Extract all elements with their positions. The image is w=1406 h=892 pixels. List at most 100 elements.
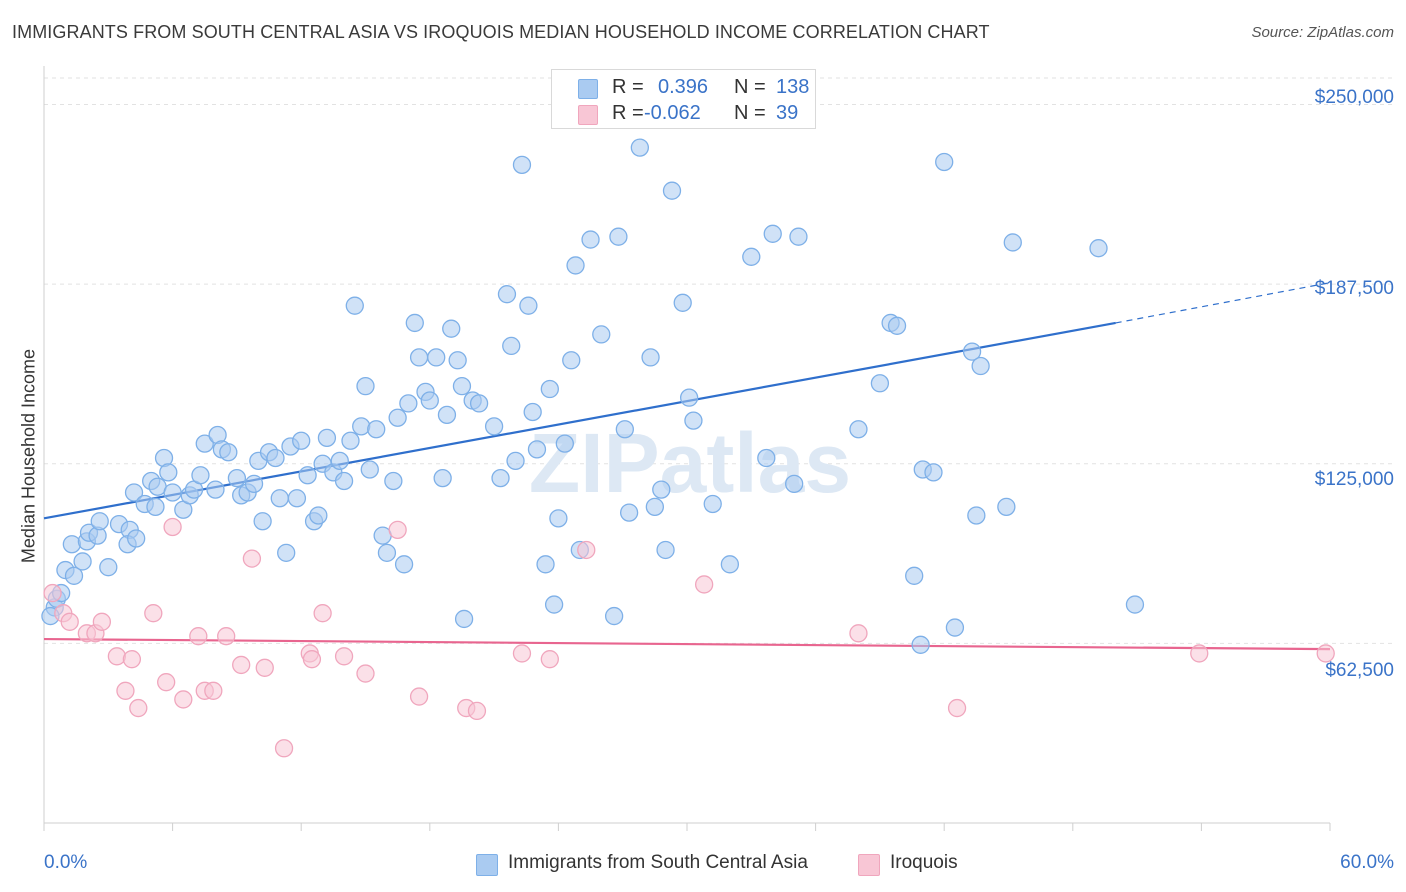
- data-point-pink: [313, 604, 332, 623]
- legend-r-label: R =: [612, 102, 644, 124]
- data-point-blue: [997, 497, 1016, 517]
- data-point-pink: [1316, 644, 1335, 663]
- data-point-blue: [219, 443, 238, 462]
- data-point-pink: [122, 650, 142, 669]
- data-point-blue: [448, 351, 467, 370]
- data-point-blue: [298, 466, 317, 485]
- legend-n-label: N =: [734, 102, 766, 124]
- correlation-legend: R = 0.396 N = 138 R = -0.062 N = 39: [551, 69, 816, 129]
- data-point-blue: [409, 348, 429, 367]
- data-point-blue: [253, 512, 272, 531]
- data-point-blue: [549, 509, 568, 528]
- data-point-blue: [334, 471, 354, 491]
- data-point-blue: [356, 376, 375, 396]
- data-point-blue: [656, 540, 675, 560]
- data-point-blue: [345, 296, 364, 315]
- trend-line-pink: [43, 637, 1331, 651]
- data-point-pink: [512, 644, 532, 663]
- data-point-blue: [64, 566, 84, 585]
- data-point-blue: [720, 555, 740, 574]
- data-point-blue: [497, 285, 517, 304]
- data-point-blue: [159, 463, 178, 482]
- data-point-blue: [317, 428, 337, 448]
- data-point-blue: [124, 483, 144, 502]
- data-point-blue: [420, 391, 439, 410]
- data-point-blue: [512, 155, 532, 174]
- data-point-pink: [189, 627, 208, 646]
- data-point-blue: [924, 463, 943, 482]
- data-point-blue: [609, 227, 628, 246]
- data-point-blue: [309, 506, 328, 525]
- data-point-blue: [562, 351, 581, 370]
- legend-n-value: 39: [776, 102, 799, 124]
- data-point-blue: [641, 348, 660, 367]
- data-point-pink: [1190, 644, 1209, 663]
- data-point-blue: [469, 394, 489, 413]
- data-point-blue: [367, 420, 386, 439]
- legend-r-value: -0.062: [644, 102, 701, 124]
- data-point-pink: [163, 517, 182, 537]
- data-point-blue: [341, 431, 360, 450]
- data-point-pink: [116, 681, 135, 700]
- legend-n-label: N =: [734, 76, 766, 98]
- data-point-blue: [971, 356, 990, 376]
- legend-r-value: 0.396: [658, 76, 709, 98]
- data-point-blue: [757, 448, 776, 468]
- data-point-pink: [129, 698, 148, 718]
- data-point-blue: [619, 503, 639, 522]
- data-point-blue: [679, 388, 699, 407]
- data-point-blue: [270, 489, 289, 508]
- data-point-blue: [195, 434, 214, 453]
- data-point-blue: [684, 411, 703, 430]
- data-point-pink: [274, 739, 294, 758]
- data-point-blue: [592, 325, 611, 344]
- x-tick-label-max: 60.0%: [1340, 852, 1394, 873]
- data-point-pink: [157, 673, 176, 692]
- data-point-pink: [60, 612, 79, 631]
- data-point-blue: [849, 420, 868, 439]
- data-point-pink: [540, 650, 559, 669]
- data-point-blue: [673, 293, 692, 312]
- data-point-blue: [785, 474, 804, 494]
- data-point-pink: [255, 658, 274, 677]
- data-point-pink: [43, 583, 62, 603]
- data-point-blue: [502, 336, 521, 356]
- data-point-blue: [645, 497, 664, 517]
- data-point-blue: [742, 247, 761, 266]
- data-point-pink: [217, 627, 236, 646]
- data-point-pink: [174, 690, 193, 709]
- data-point-blue: [163, 483, 182, 502]
- data-point-blue: [394, 555, 414, 574]
- legend-swatch-blue: [476, 854, 498, 876]
- data-point-pink: [204, 681, 223, 700]
- axes: [43, 66, 1331, 831]
- data-point-blue: [377, 543, 397, 562]
- data-point-blue: [1089, 239, 1108, 258]
- x-tick-label-min: 0.0%: [44, 852, 88, 873]
- y-tick-label: $125,000: [1314, 469, 1394, 490]
- data-point-pink: [144, 604, 163, 623]
- data-point-blue: [62, 535, 82, 554]
- trend-line-extension: [1115, 282, 1331, 324]
- data-point-blue: [405, 313, 424, 333]
- data-point-blue: [442, 319, 461, 338]
- data-point-blue: [544, 595, 564, 614]
- data-point-blue: [266, 448, 285, 468]
- data-point-pink: [334, 647, 354, 666]
- data-point-blue: [388, 408, 407, 427]
- data-point-blue: [945, 618, 965, 637]
- legend-n-value: 138: [776, 76, 810, 98]
- data-point-pink: [92, 612, 112, 631]
- watermark: ZIPatlas: [529, 416, 851, 510]
- data-point-blue: [437, 405, 457, 425]
- data-point-blue: [491, 468, 510, 488]
- data-point-blue: [452, 376, 472, 396]
- data-point-blue: [360, 460, 379, 479]
- y-tick-label: $250,000: [1314, 87, 1394, 108]
- chart-title: IMMIGRANTS FROM SOUTH CENTRAL ASIA VS IR…: [12, 22, 990, 42]
- legend-r-label: R =: [612, 76, 644, 98]
- data-point-blue: [244, 474, 264, 494]
- data-point-blue: [399, 394, 418, 413]
- data-point-blue: [519, 296, 538, 315]
- data-point-blue: [506, 451, 525, 471]
